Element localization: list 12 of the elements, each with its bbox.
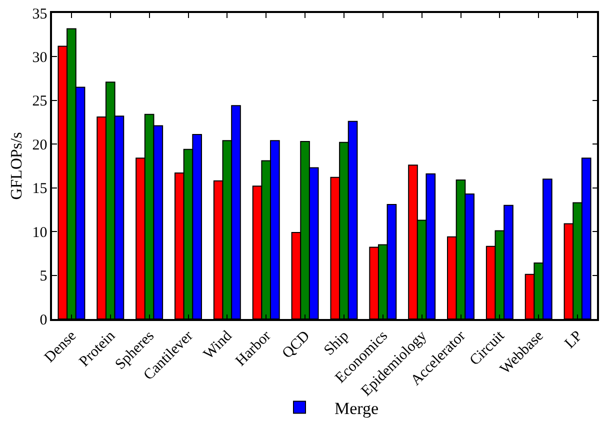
y-tick-label: 15 xyxy=(32,181,48,198)
y-tick-label: 20 xyxy=(32,137,48,154)
y-tick-label: 5 xyxy=(40,268,48,285)
y-tick-label: 25 xyxy=(32,94,48,110)
x-tick-label: QCD xyxy=(279,328,314,362)
legend-label: Merge xyxy=(334,398,379,418)
x-tick-label: LP xyxy=(562,328,586,352)
y-tick-label: 30 xyxy=(32,50,48,66)
y-tick-label: 35 xyxy=(32,6,48,22)
y-axis-title: GFLOPs/s xyxy=(8,132,26,200)
y-tick-label: 10 xyxy=(32,224,48,241)
y-tick-label: 0 xyxy=(40,312,48,328)
